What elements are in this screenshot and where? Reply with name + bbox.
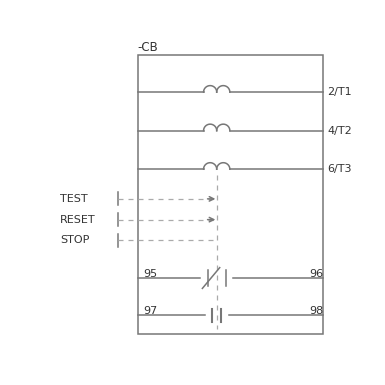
Text: STOP: STOP bbox=[60, 235, 89, 245]
Text: 97: 97 bbox=[144, 306, 158, 316]
Text: 98: 98 bbox=[309, 306, 323, 316]
Text: 4/T2: 4/T2 bbox=[327, 126, 352, 136]
Text: -CB: -CB bbox=[138, 40, 158, 54]
Text: 95: 95 bbox=[144, 269, 158, 279]
Text: RESET: RESET bbox=[60, 214, 96, 224]
Text: TEST: TEST bbox=[60, 194, 88, 204]
Text: 6/T3: 6/T3 bbox=[327, 164, 352, 174]
Text: 96: 96 bbox=[309, 269, 323, 279]
Text: 2/T1: 2/T1 bbox=[327, 87, 352, 97]
